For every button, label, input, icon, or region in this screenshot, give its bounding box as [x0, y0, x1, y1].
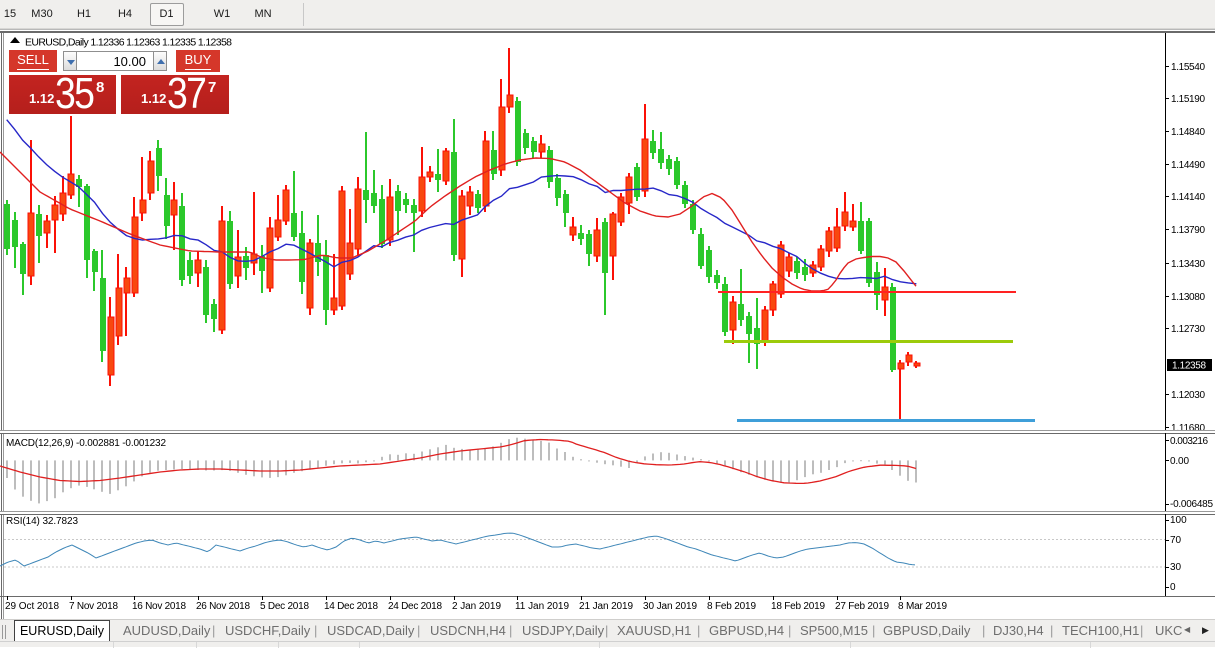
svg-text:30: 30: [1170, 562, 1182, 573]
svg-text:1.14140: 1.14140: [1171, 192, 1205, 203]
svg-text:1.13080: 1.13080: [1171, 292, 1205, 303]
svg-text:16 Nov 2018: 16 Nov 2018: [132, 601, 186, 612]
svg-text:26 Nov 2018: 26 Nov 2018: [196, 601, 250, 612]
svg-text:-0.006485: -0.006485: [1170, 499, 1213, 510]
svg-text:14 Dec 2018: 14 Dec 2018: [324, 601, 378, 612]
svg-text:8 Mar 2019: 8 Mar 2019: [898, 601, 947, 612]
svg-text:100: 100: [1170, 515, 1187, 526]
svg-text:1.12730: 1.12730: [1171, 324, 1205, 335]
svg-text:MACD(12,26,9) -0.002881 -0.001: MACD(12,26,9) -0.002881 -0.001232: [6, 438, 166, 449]
svg-text:7 Nov 2018: 7 Nov 2018: [69, 601, 118, 612]
svg-text:1.12030: 1.12030: [1171, 390, 1205, 401]
svg-text:70: 70: [1170, 535, 1182, 546]
svg-text:1.11680: 1.11680: [1171, 423, 1205, 434]
svg-text:1.15190: 1.15190: [1171, 94, 1205, 105]
svg-text:21 Jan 2019: 21 Jan 2019: [579, 601, 633, 612]
svg-text:2 Jan 2019: 2 Jan 2019: [452, 601, 501, 612]
svg-text:5 Dec 2018: 5 Dec 2018: [260, 601, 309, 612]
svg-text:1.14490: 1.14490: [1171, 160, 1205, 171]
svg-text:29 Oct 2018: 29 Oct 2018: [5, 601, 59, 612]
svg-text:1.15540: 1.15540: [1171, 62, 1205, 73]
svg-text:EURUSD,Daily 1.12336 1.12363: EURUSD,Daily 1.12336 1.12363 1.12335 1.1…: [25, 37, 232, 49]
svg-text:24 Dec 2018: 24 Dec 2018: [388, 601, 442, 612]
svg-text:0.00: 0.00: [1170, 456, 1189, 467]
svg-text:18 Feb 2019: 18 Feb 2019: [771, 601, 825, 612]
svg-text:1.12358: 1.12358: [1172, 361, 1206, 372]
svg-text:0.003216: 0.003216: [1170, 436, 1208, 447]
svg-text:0: 0: [1170, 582, 1176, 593]
svg-text:8 Feb 2019: 8 Feb 2019: [707, 601, 756, 612]
svg-text:27 Feb 2019: 27 Feb 2019: [835, 601, 889, 612]
svg-text:30 Jan 2019: 30 Jan 2019: [643, 601, 697, 612]
svg-text:1.13430: 1.13430: [1171, 259, 1205, 270]
svg-text:RSI(14) 32.7823: RSI(14) 32.7823: [6, 516, 78, 527]
svg-text:1.13790: 1.13790: [1171, 225, 1205, 236]
svg-text:11 Jan 2019: 11 Jan 2019: [515, 601, 569, 612]
svg-text:1.14840: 1.14840: [1171, 127, 1205, 138]
